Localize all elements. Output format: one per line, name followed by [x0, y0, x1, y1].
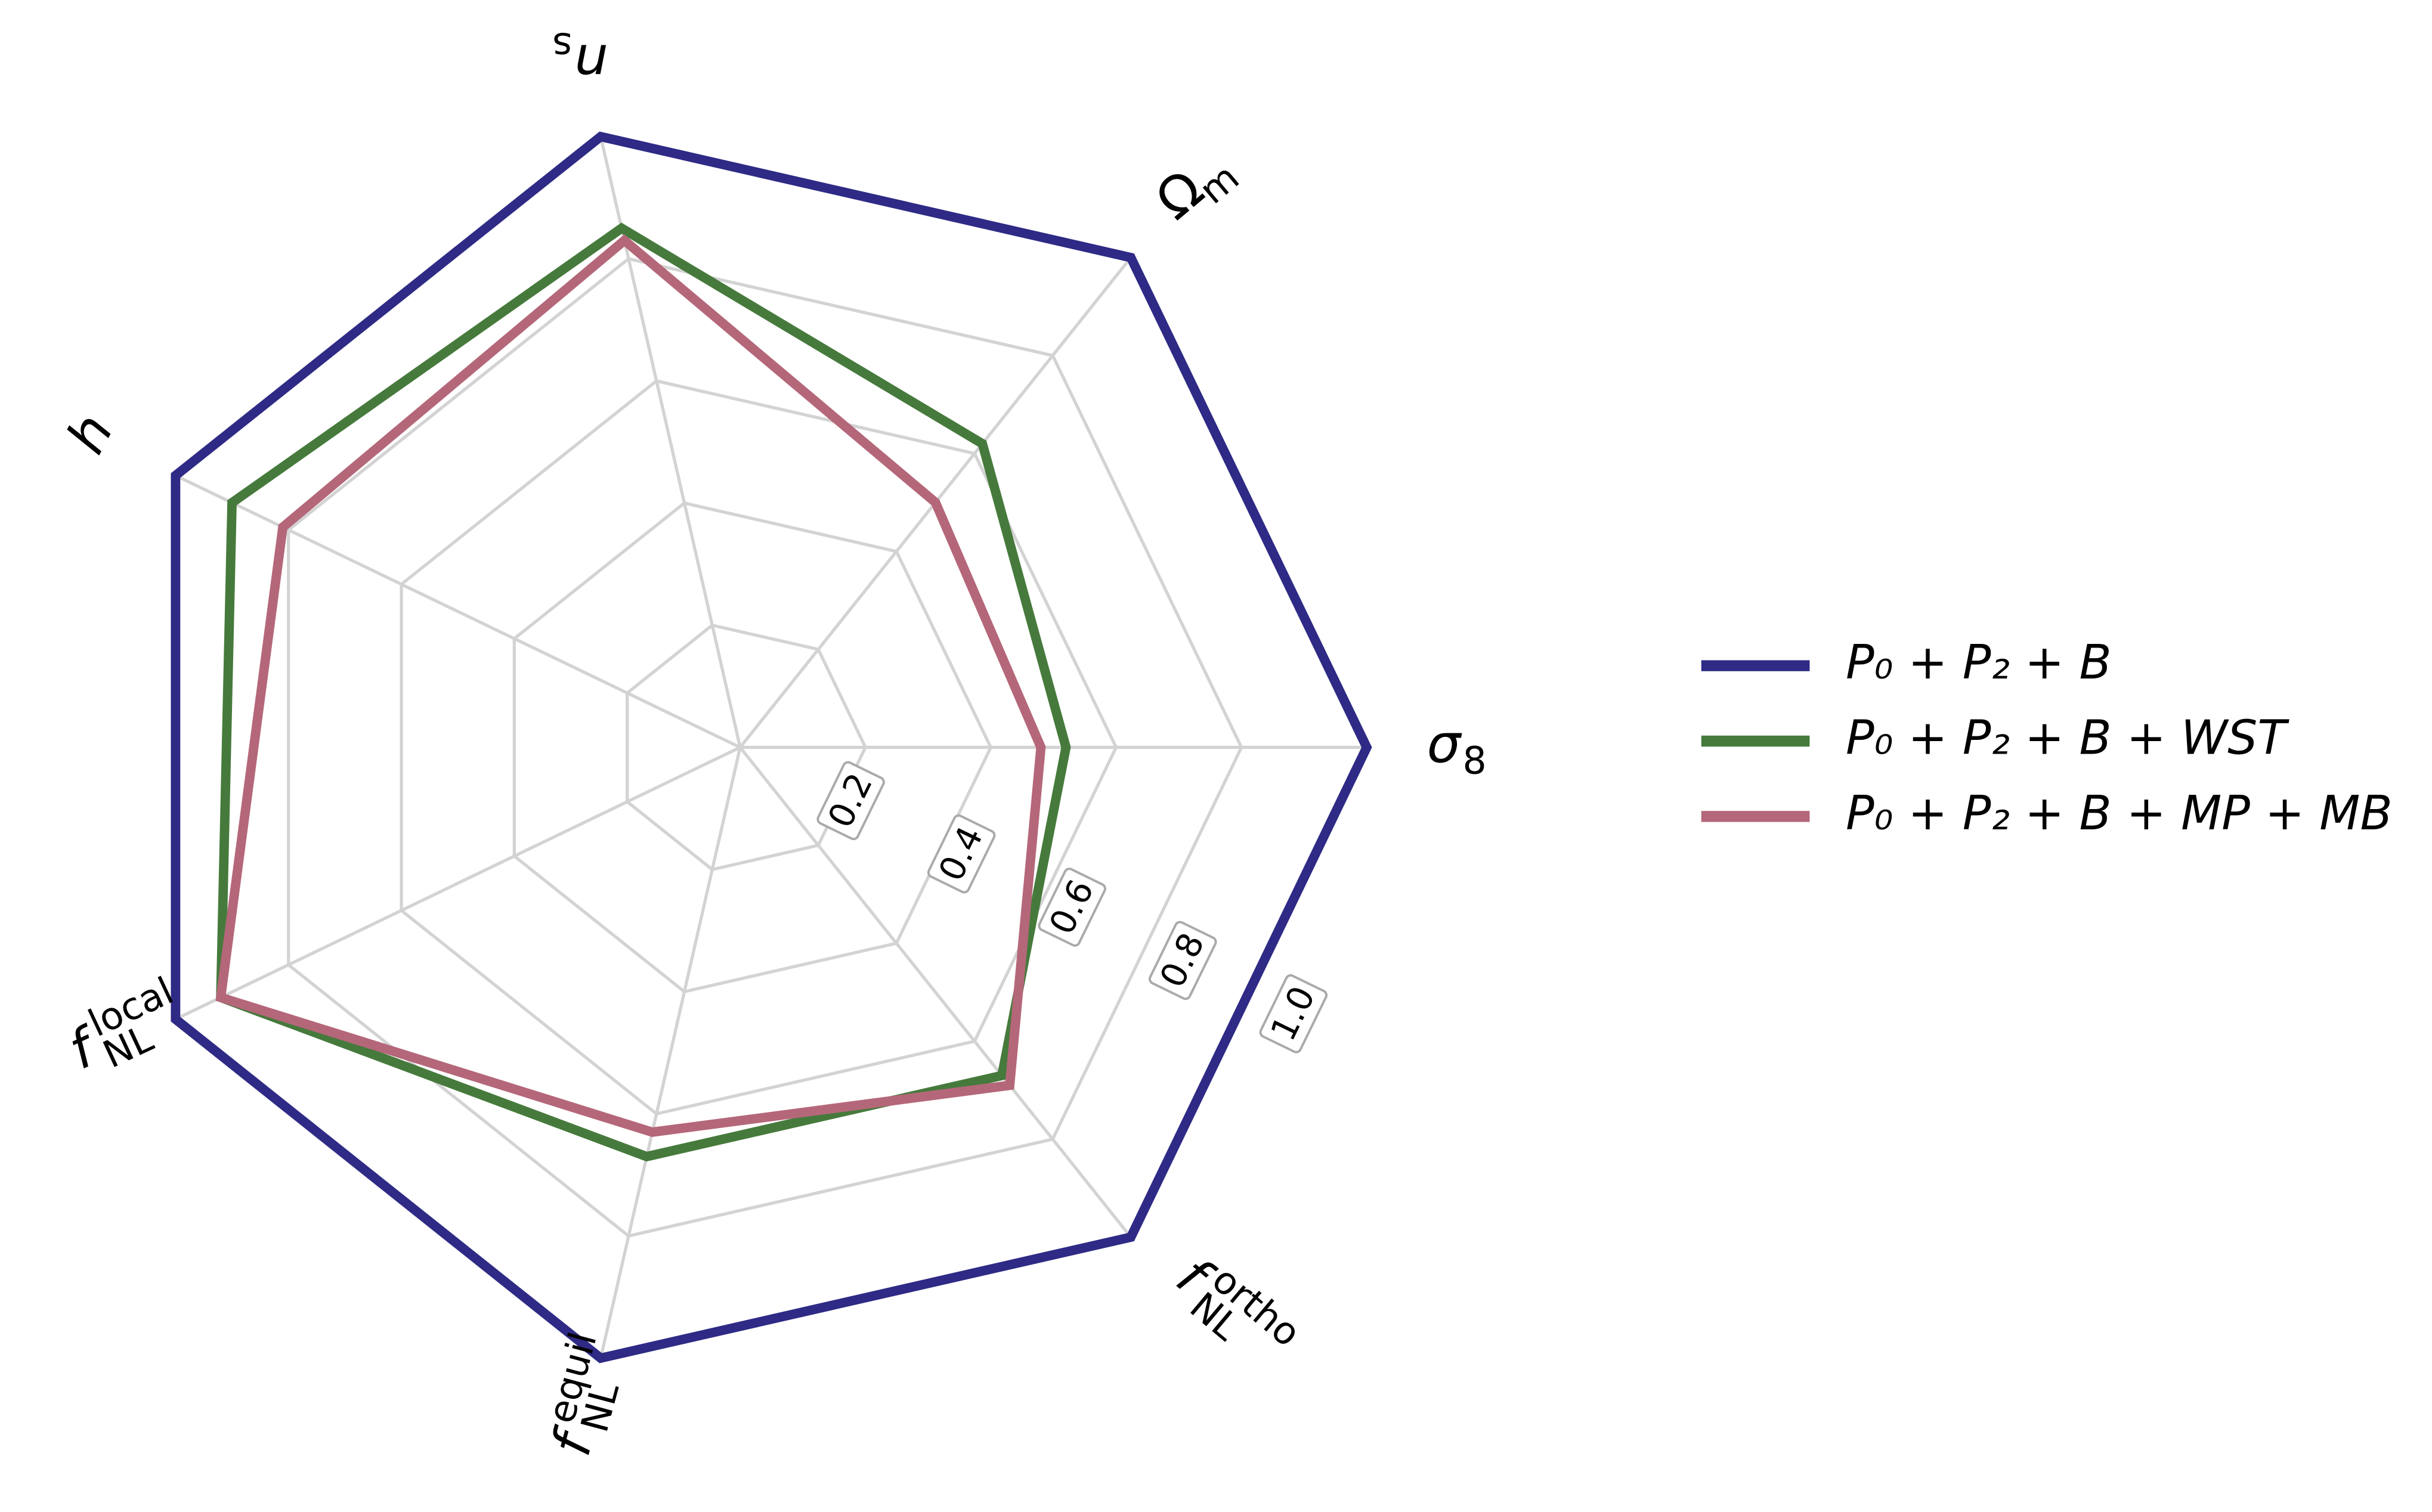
axis-label: ns: [552, 24, 608, 94]
grid-ring: [287, 257, 1243, 1238]
tick-label-box: 1.0: [1259, 974, 1328, 1054]
tick-label-box: 0.4: [927, 814, 996, 894]
spoke: [175, 474, 741, 749]
tick-box: [1038, 867, 1106, 947]
tick-box: [927, 814, 996, 894]
series-line: [215, 234, 1046, 1137]
spoke: [175, 746, 741, 1021]
legend-label: P₀ + P₂ + B + WST: [1846, 710, 2289, 765]
tick-label-box: 0.8: [1149, 921, 1217, 1000]
spoke: [739, 746, 1133, 1238]
axis-label: h: [55, 404, 125, 463]
spoke: [599, 746, 742, 1359]
grid-ring: [400, 379, 1118, 1116]
legend: P₀ + P₂ + B P₀ + P₂ + B + WST P₀ + P₂ + B …: [1701, 635, 2393, 841]
legend-label: P₀ + P₂ + B + MP + MB: [1846, 786, 2393, 841]
tick-box: [1149, 921, 1217, 1000]
tick-box: [1259, 974, 1328, 1054]
tick-box: [816, 761, 885, 841]
series-line: [171, 131, 1372, 1364]
tick-label-box: 0.6: [1038, 867, 1106, 947]
grid-ring: [626, 623, 868, 872]
axis-symbol: h: [55, 404, 125, 463]
series-line: [216, 222, 1071, 1162]
axis-sub: 8: [1462, 738, 1486, 782]
grid-ring: [512, 501, 993, 994]
axis-symbol: n: [574, 32, 608, 94]
axis-symbol: σ: [1427, 713, 1462, 775]
legend-label: P₀ + P₂ + B: [1846, 635, 2112, 690]
axis-label: Ωm: [1144, 155, 1247, 232]
axis-sub: s: [552, 24, 572, 69]
